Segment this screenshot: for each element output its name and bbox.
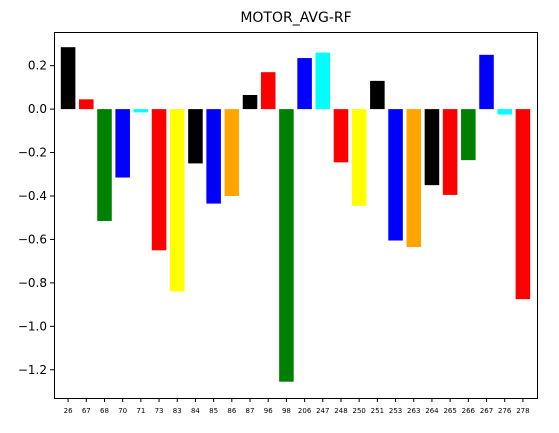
x-tick-label: 264 [425, 407, 439, 415]
bar-251 [370, 80, 385, 110]
x-tick-label: 266 [462, 407, 476, 415]
x-tick-label: 265 [443, 407, 456, 415]
bar-86 [224, 109, 240, 196]
x-tick-label: 278 [516, 407, 529, 415]
bar-70 [115, 109, 130, 178]
bar-68 [97, 109, 112, 221]
x-tick-label: 96 [264, 407, 273, 415]
bar-263 [406, 109, 422, 248]
bar-84 [188, 109, 203, 164]
y-tick-label: −0.8 [18, 276, 47, 290]
y-tick-label: −1.0 [18, 319, 47, 333]
y-tick-label: 0.0 [28, 102, 47, 116]
bar-83 [169, 109, 185, 292]
bar-71 [133, 109, 149, 113]
bar-266 [461, 109, 476, 161]
x-tick-label: 251 [371, 407, 384, 415]
bar-248 [333, 109, 349, 163]
x-tick-label: 84 [191, 407, 200, 415]
x-tick-label: 71 [136, 407, 145, 415]
bar-206 [297, 58, 312, 110]
bar-264 [424, 109, 440, 186]
y-tick-label: −0.4 [18, 189, 47, 203]
x-tick-label: 26 [64, 407, 73, 415]
bar-85 [206, 109, 221, 204]
x-tick-label: 253 [389, 407, 402, 415]
x-tick-label: 86 [227, 407, 236, 415]
bar-26 [60, 47, 76, 110]
x-tick-label: 87 [246, 407, 255, 415]
bar-250 [351, 109, 367, 206]
y-tick-label: −0.6 [18, 232, 47, 246]
bar-98 [279, 109, 294, 382]
x-tick-label: 83 [173, 407, 182, 415]
bar-96 [260, 72, 276, 110]
bar-87 [242, 94, 258, 110]
bar-67 [79, 99, 94, 110]
x-tick-label: 67 [82, 407, 91, 415]
plot-frame [54, 32, 538, 399]
x-tick-label: 263 [407, 407, 420, 415]
bar-276 [497, 109, 512, 115]
x-tick-label: 250 [352, 407, 365, 415]
y-tick-label: −1.2 [18, 363, 47, 377]
x-tick-label: 247 [316, 407, 329, 415]
x-tick-label: 248 [334, 407, 347, 415]
bar-247 [315, 52, 331, 110]
x-tick-label: 85 [209, 407, 218, 415]
bar-267 [479, 54, 494, 110]
bar-278 [515, 109, 531, 300]
x-tick-label: 206 [298, 407, 312, 415]
x-tick-label: 98 [282, 407, 291, 415]
y-tick-label: 0.2 [28, 59, 47, 73]
bars-group [60, 47, 531, 382]
bar-265 [442, 109, 458, 195]
x-axis: 26 67 68 70 71 73 83 84 85 86 87 96 98 206 247 248 250 25… [64, 398, 530, 415]
x-tick-label: 73 [155, 407, 164, 415]
x-tick-label: 267 [480, 407, 493, 415]
bar-73 [151, 109, 167, 251]
y-axis: 0.2 0.0 −0.2 −0.4 −0.6 −0.8 −1.0 −1.2 [18, 59, 55, 377]
y-tick-label: −0.2 [18, 146, 47, 160]
x-tick-label: 68 [100, 407, 109, 415]
chart-title: MOTOR_AVG-RF [240, 10, 351, 26]
x-tick-label: 70 [118, 407, 127, 415]
bar-253 [388, 109, 403, 241]
x-tick-label: 276 [498, 407, 512, 415]
